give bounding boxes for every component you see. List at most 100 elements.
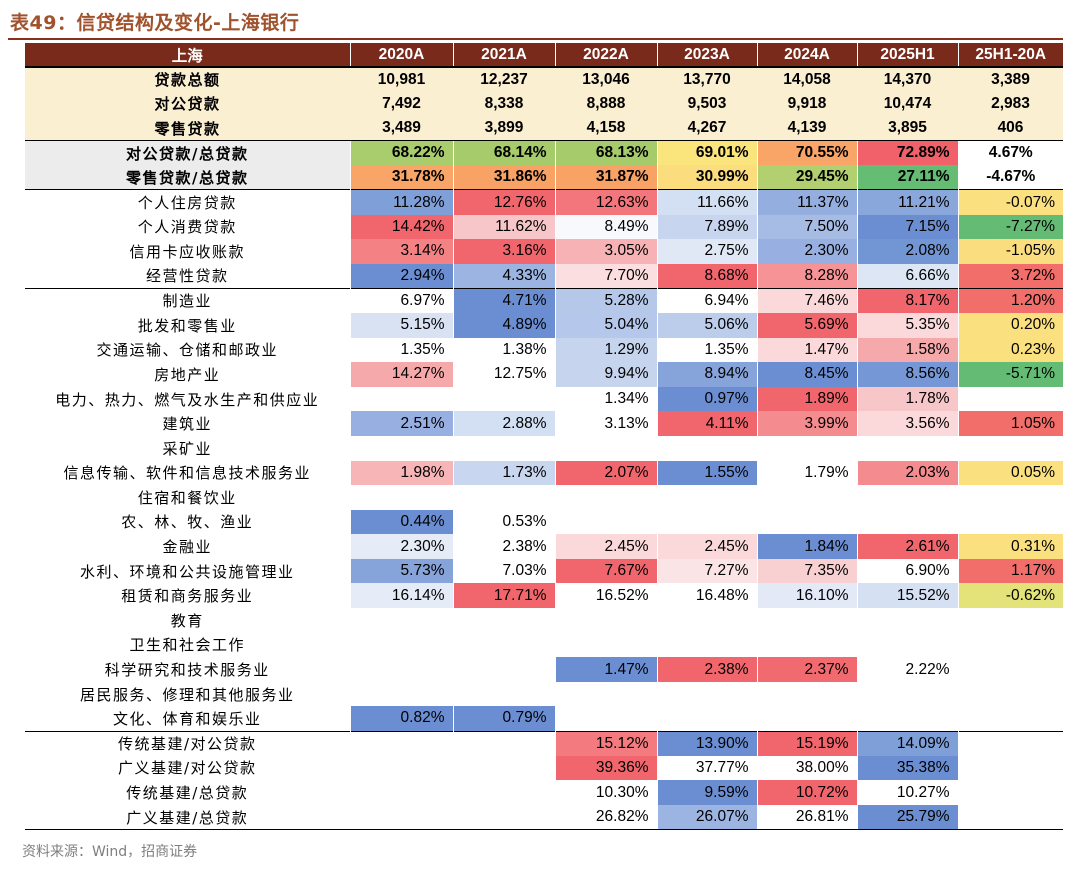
value-cell: 0.97% (656, 386, 757, 412)
value-cell (656, 706, 757, 732)
value-cell: 2.61% (856, 534, 958, 559)
table-row: 经营性贷款 2.94% 4.33% 7.70% 8.68% 8.28% 6.66% 3.72% (25, 263, 1063, 289)
value-cell: 13.90% (656, 730, 757, 756)
header-period: 25H1-20A (957, 43, 1063, 67)
header-period: 2023A (656, 43, 757, 67)
value-cell: 1.47% (554, 657, 657, 682)
value-cell: 10.27% (856, 780, 958, 805)
value-cell (957, 435, 1063, 461)
value-cell: 31.78% (349, 165, 453, 190)
value-cell: 3.56% (856, 411, 958, 436)
value-cell: 29.45% (756, 165, 857, 190)
value-cell (957, 681, 1063, 707)
value-cell: 68.14% (452, 140, 555, 166)
value-cell: 2.88% (452, 411, 555, 436)
row-label: 信用卡应收账款 (129, 242, 245, 261)
value-cell: 14.42% (349, 214, 453, 240)
value-cell: 9,503 (657, 91, 757, 117)
value-cell: 26.82% (554, 804, 657, 830)
value-cell (756, 485, 857, 510)
table-row: 科学研究和技术服务业 1.47% 2.38% 2.37% 2.22% (25, 657, 1063, 682)
value-cell: 0.79% (452, 706, 555, 732)
value-cell: 11.21% (856, 189, 958, 215)
value-cell: 16.48% (656, 583, 757, 609)
row-label: 科学研究和技术服务业 (104, 661, 270, 680)
value-cell (554, 632, 657, 658)
table-row: 贷款总额 10,981 12,237 13,046 13,770 14,058 14,370… (25, 66, 1063, 92)
title-rule (8, 38, 1063, 40)
value-cell: 5.04% (554, 312, 657, 338)
value-cell: 1.35% (349, 337, 453, 363)
row-label: 建筑业 (162, 415, 212, 434)
value-cell: 1.89% (756, 386, 857, 412)
header-period: 2022A (554, 43, 657, 67)
value-cell (656, 485, 757, 510)
value-cell: 1.17% (957, 558, 1063, 584)
table-row: 卫生和社会工作 (25, 632, 1063, 658)
value-cell: 9,918 (757, 91, 857, 117)
row-label: 制造业 (25, 287, 350, 313)
row-label: 居民服务、修理和其他服务业 (79, 685, 295, 704)
value-cell: 2.45% (554, 534, 657, 559)
value-cell: 5.73% (349, 558, 453, 584)
table-row: 文化、体育和娱乐业 0.82% 0.79% (25, 706, 1063, 732)
table-row: 传统基建/总贷款 10.30% 9.59% 10.72% 10.27% (25, 780, 1063, 805)
value-cell: 2.38% (656, 657, 757, 682)
value-cell (957, 706, 1063, 732)
value-cell: 12.76% (452, 189, 555, 215)
value-cell (957, 485, 1063, 510)
value-cell: 8,888 (555, 91, 657, 117)
table-row: 交通运输、仓储和邮政业 1.35% 1.38% 1.29% 1.35% 1.47% 1.58… (25, 337, 1063, 363)
value-cell (349, 485, 453, 510)
value-cell (957, 509, 1063, 535)
value-cell: 1.79% (756, 460, 857, 486)
table-row: 信息传输、软件和信息技术服务业 1.98% 1.73% 2.07% 1.55% 1.79%… (25, 460, 1063, 486)
value-cell: 8.17% (856, 287, 958, 313)
value-cell: 35.38% (856, 755, 958, 781)
value-cell: 7.27% (656, 558, 757, 584)
value-cell: 7.46% (756, 287, 857, 313)
value-cell: 11.37% (756, 189, 857, 215)
value-cell: 8,338 (453, 91, 555, 117)
value-cell: 1.58% (856, 337, 958, 363)
table-row: 住宿和餐饮业 (25, 485, 1063, 510)
value-cell (452, 435, 555, 461)
value-cell: 8.94% (656, 362, 757, 387)
table-row: 个人住房贷款 11.28% 12.76% 12.63% 11.66% 11.37% 11.2… (25, 189, 1063, 215)
value-cell (349, 780, 453, 805)
value-cell: 7.03% (452, 558, 555, 584)
value-cell: 1.34% (554, 386, 657, 412)
value-cell (554, 509, 657, 535)
value-cell: 8.28% (756, 263, 857, 289)
table-row: 对公贷款/总贷款 68.22% 68.14% 68.13% 69.01% 70.55% 72… (25, 140, 1063, 166)
value-cell: 1.73% (452, 460, 555, 486)
value-cell: 38.00% (756, 755, 857, 781)
value-cell: 8.49% (554, 214, 657, 240)
row-label: 文化、体育和娱乐业 (112, 709, 262, 728)
value-cell (349, 681, 453, 707)
row-label: 电力、热力、燃气及水生产和供应业 (55, 390, 320, 409)
value-cell: 3.72% (957, 263, 1063, 289)
value-cell: -0.07% (957, 189, 1063, 215)
value-cell: 3.16% (452, 239, 555, 264)
value-cell: 1.35% (656, 337, 757, 363)
value-cell (452, 804, 555, 830)
value-cell: 2.08% (856, 239, 958, 264)
value-cell: 2.45% (656, 534, 757, 559)
table-row: 农、林、牧、渔业 0.44% 0.53% (25, 509, 1063, 535)
value-cell: -7.27% (957, 214, 1063, 240)
value-cell: 68.22% (349, 140, 453, 166)
table-row: 房地产业 14.27% 12.75% 9.94% 8.94% 8.45% 8.56% -5.7… (25, 362, 1063, 387)
table-title: 表49：信贷结构及变化-上海银行 (10, 12, 300, 34)
value-cell (452, 755, 555, 781)
value-cell: 70.55% (756, 140, 857, 166)
value-cell: 4.71% (452, 287, 555, 313)
value-cell (756, 435, 857, 461)
source-note: 资料来源：Wind，招商证券 (22, 844, 198, 860)
value-cell: 2.03% (856, 460, 958, 486)
value-cell: 15.19% (756, 730, 857, 756)
row-label: 贷款总额 (25, 66, 350, 92)
value-cell: 2.30% (349, 534, 453, 559)
value-cell: 12,237 (453, 66, 555, 92)
row-label: 采矿业 (162, 439, 212, 458)
